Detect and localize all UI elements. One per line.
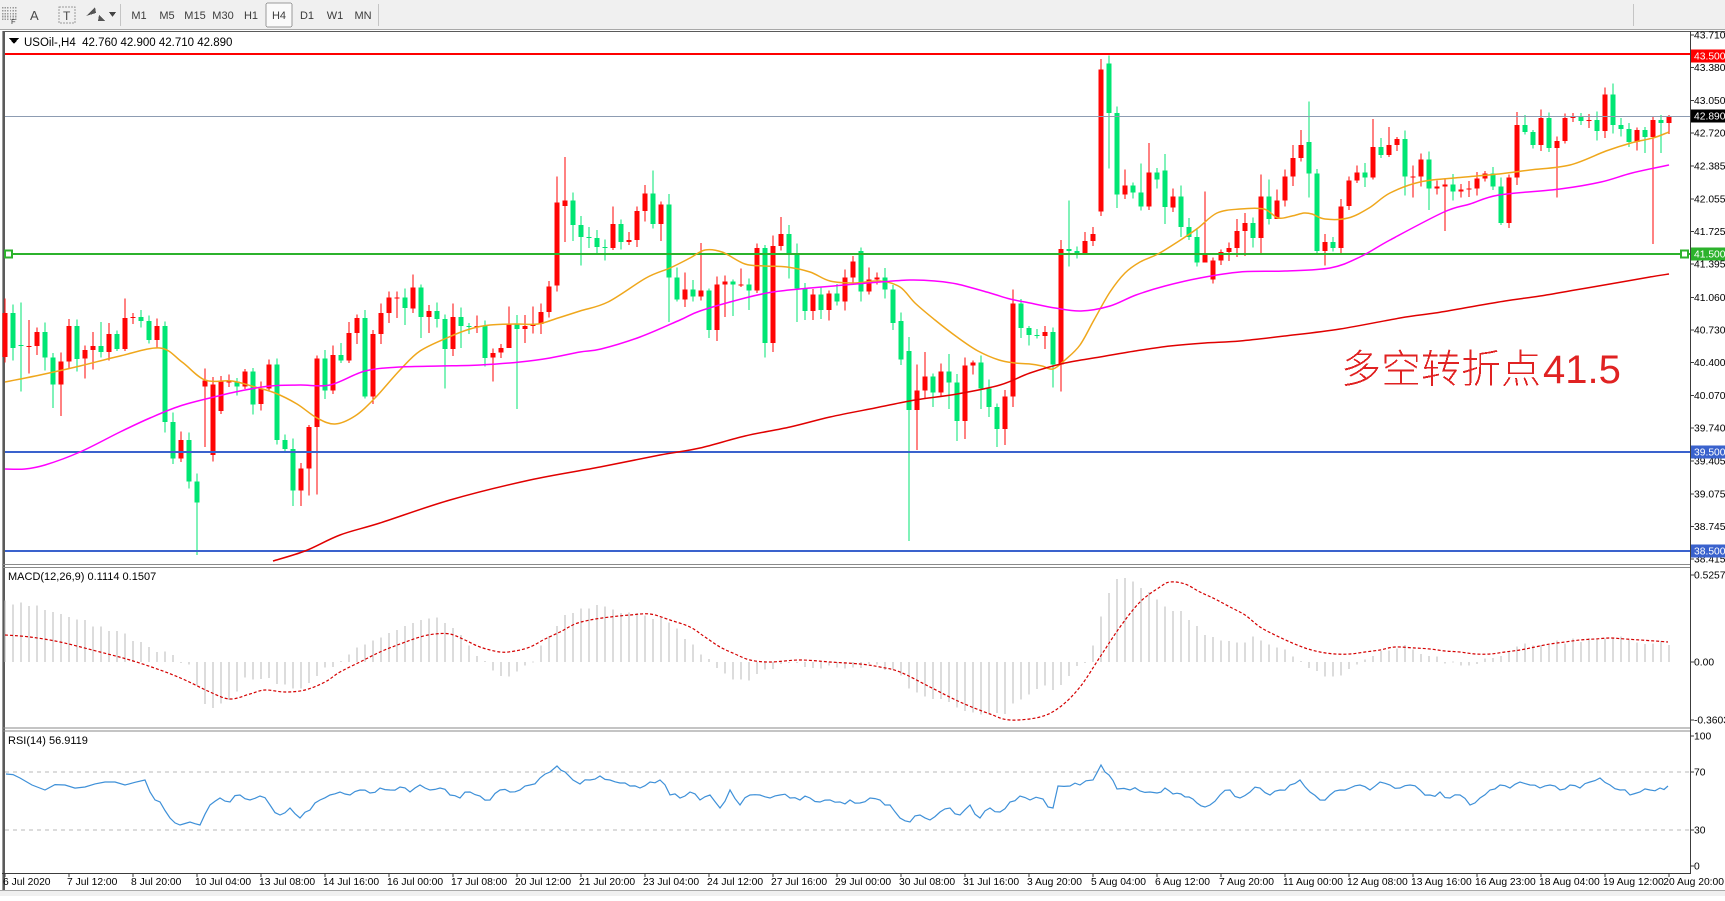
svg-text:43.710: 43.710 — [1694, 31, 1725, 42]
svg-text:13 Aug 16:00: 13 Aug 16:00 — [1411, 877, 1472, 888]
svg-text:38.415: 38.415 — [1694, 555, 1725, 566]
svg-text:30 Jul 08:00: 30 Jul 08:00 — [899, 877, 955, 888]
svg-text:42.385: 42.385 — [1694, 162, 1725, 173]
svg-text:F: F — [11, 17, 16, 26]
svg-text:6 Jul 2020: 6 Jul 2020 — [3, 877, 51, 888]
svg-text:40.070: 40.070 — [1694, 391, 1725, 402]
svg-text:-0.3603: -0.3603 — [1694, 716, 1725, 727]
svg-text:39.740: 39.740 — [1694, 424, 1725, 435]
svg-text:70: 70 — [1694, 768, 1706, 779]
svg-text:39.405: 39.405 — [1694, 457, 1725, 468]
svg-text:41.5: 41.5 — [1543, 348, 1621, 392]
svg-text:0.5257: 0.5257 — [1694, 571, 1725, 582]
svg-text:38.745: 38.745 — [1694, 522, 1725, 533]
svg-text:10 Jul 04:00: 10 Jul 04:00 — [195, 877, 251, 888]
svg-text:43.500: 43.500 — [1694, 51, 1725, 62]
svg-text:11 Aug 00:00: 11 Aug 00:00 — [1283, 877, 1343, 888]
svg-text:39.500: 39.500 — [1694, 447, 1725, 458]
svg-text:17 Jul 08:00: 17 Jul 08:00 — [451, 877, 507, 888]
svg-text:5 Aug 04:00: 5 Aug 04:00 — [1091, 877, 1146, 888]
svg-text:8 Jul 20:00: 8 Jul 20:00 — [131, 877, 182, 888]
svg-text:42.720: 42.720 — [1694, 129, 1725, 140]
svg-text:23 Jul 04:00: 23 Jul 04:00 — [643, 877, 699, 888]
svg-text:7 Aug 20:00: 7 Aug 20:00 — [1219, 877, 1274, 888]
svg-text:6 Aug 12:00: 6 Aug 12:00 — [1155, 877, 1210, 888]
svg-text:41.500: 41.500 — [1694, 249, 1725, 260]
svg-text:MACD(12,26,9) 0.1114 0.1507: MACD(12,26,9) 0.1114 0.1507 — [8, 571, 156, 583]
svg-text:M5: M5 — [159, 10, 174, 22]
svg-text:14 Jul 16:00: 14 Jul 16:00 — [323, 877, 379, 888]
svg-text:42.055: 42.055 — [1694, 194, 1725, 205]
svg-text:41.725: 41.725 — [1694, 227, 1725, 238]
svg-text:W1: W1 — [327, 10, 344, 22]
svg-text:27 Jul 16:00: 27 Jul 16:00 — [771, 877, 827, 888]
svg-text:M30: M30 — [212, 10, 233, 22]
svg-text:A: A — [30, 8, 39, 23]
svg-text:40.400: 40.400 — [1694, 358, 1725, 369]
svg-text:18 Aug 04:00: 18 Aug 04:00 — [1539, 877, 1600, 888]
svg-text:RSI(14) 56.9119: RSI(14) 56.9119 — [8, 735, 88, 747]
svg-text:USOil-,H4 42.760 42.900 42.71: USOil-,H4 42.760 42.900 42.710 42.890 — [24, 37, 232, 49]
svg-text:30: 30 — [1694, 826, 1706, 837]
svg-text:42.890: 42.890 — [1694, 112, 1725, 123]
svg-text:H4: H4 — [272, 10, 286, 22]
svg-text:24 Jul 12:00: 24 Jul 12:00 — [707, 877, 763, 888]
svg-text:H1: H1 — [244, 10, 258, 22]
svg-text:20 Aug 20:00: 20 Aug 20:00 — [1663, 877, 1724, 888]
svg-text:0.00: 0.00 — [1694, 658, 1714, 669]
svg-text:MN: MN — [354, 10, 371, 22]
svg-text:100: 100 — [1694, 732, 1711, 743]
svg-text:41.395: 41.395 — [1694, 260, 1725, 271]
svg-text:19 Aug 12:00: 19 Aug 12:00 — [1603, 877, 1664, 888]
svg-text:41.060: 41.060 — [1694, 293, 1725, 304]
svg-text:0: 0 — [1694, 862, 1700, 873]
svg-text:31 Jul 16:00: 31 Jul 16:00 — [963, 877, 1019, 888]
svg-text:40.730: 40.730 — [1694, 326, 1725, 337]
svg-text:43.380: 43.380 — [1694, 63, 1725, 74]
svg-text:3 Aug 20:00: 3 Aug 20:00 — [1027, 877, 1082, 888]
svg-text:T: T — [63, 9, 71, 23]
svg-text:16 Aug 23:00: 16 Aug 23:00 — [1475, 877, 1536, 888]
svg-text:20 Jul 12:00: 20 Jul 12:00 — [515, 877, 571, 888]
svg-text:21 Jul 20:00: 21 Jul 20:00 — [579, 877, 635, 888]
svg-text:38.500: 38.500 — [1694, 546, 1725, 557]
svg-text:39.075: 39.075 — [1694, 489, 1725, 500]
svg-text:12 Aug 08:00: 12 Aug 08:00 — [1347, 877, 1408, 888]
svg-text:43.050: 43.050 — [1694, 96, 1725, 107]
svg-text:16 Jul 00:00: 16 Jul 00:00 — [387, 877, 443, 888]
svg-text:13 Jul 08:00: 13 Jul 08:00 — [259, 877, 315, 888]
svg-text:M15: M15 — [184, 10, 205, 22]
svg-text:D1: D1 — [300, 10, 314, 22]
svg-text:M1: M1 — [131, 10, 146, 22]
svg-text:29 Jul 00:00: 29 Jul 00:00 — [835, 877, 891, 888]
svg-text:7 Jul 12:00: 7 Jul 12:00 — [67, 877, 118, 888]
